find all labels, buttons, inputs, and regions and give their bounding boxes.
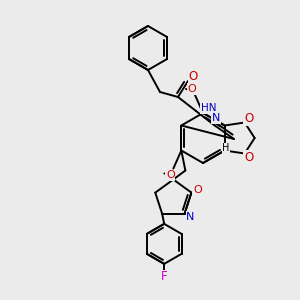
Text: H: H <box>222 143 230 153</box>
Text: O: O <box>244 151 253 164</box>
Text: O: O <box>188 70 198 83</box>
Text: F: F <box>161 270 167 284</box>
Text: O: O <box>166 170 175 181</box>
Text: HN: HN <box>201 103 217 113</box>
Text: O: O <box>244 112 253 125</box>
Text: O: O <box>188 84 196 94</box>
Text: O: O <box>193 184 202 195</box>
Text: N: N <box>212 113 220 123</box>
Text: N: N <box>186 212 195 222</box>
